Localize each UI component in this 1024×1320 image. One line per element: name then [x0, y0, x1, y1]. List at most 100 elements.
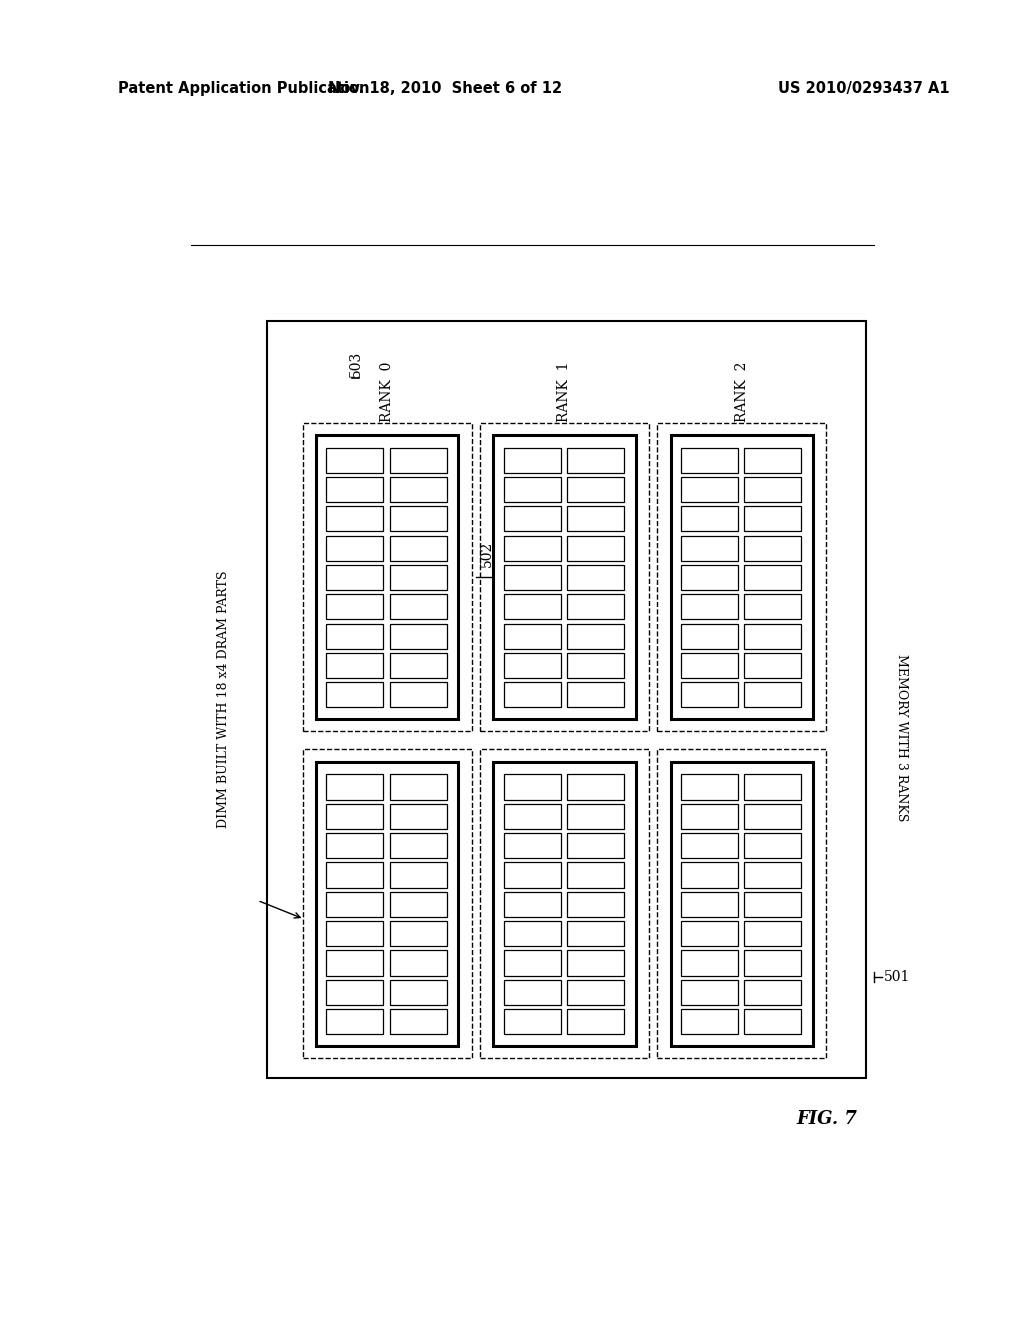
- Bar: [327, 1008, 383, 1034]
- Bar: [390, 833, 446, 858]
- Bar: [567, 536, 624, 561]
- Bar: [567, 594, 624, 619]
- Bar: [494, 436, 636, 719]
- Text: RANK  0: RANK 0: [380, 362, 394, 422]
- Bar: [390, 950, 446, 975]
- Bar: [744, 1008, 801, 1034]
- Bar: [390, 682, 446, 708]
- Bar: [744, 477, 801, 502]
- Bar: [744, 565, 801, 590]
- Bar: [567, 682, 624, 708]
- Text: 502: 502: [480, 540, 494, 566]
- Text: FIG. 7: FIG. 7: [796, 1110, 857, 1127]
- Bar: [681, 447, 738, 473]
- Bar: [327, 653, 383, 678]
- Bar: [390, 594, 446, 619]
- Bar: [327, 950, 383, 975]
- Bar: [681, 477, 738, 502]
- Bar: [327, 623, 383, 648]
- Bar: [681, 507, 738, 532]
- Bar: [567, 979, 624, 1005]
- Bar: [744, 682, 801, 708]
- Bar: [504, 979, 561, 1005]
- Bar: [567, 623, 624, 648]
- Bar: [327, 682, 383, 708]
- Bar: [390, 891, 446, 917]
- Text: MEMORY WITH 3 RANKS: MEMORY WITH 3 RANKS: [895, 653, 908, 821]
- Bar: [504, 477, 561, 502]
- Bar: [504, 594, 561, 619]
- Bar: [567, 507, 624, 532]
- Bar: [504, 565, 561, 590]
- Bar: [504, 1008, 561, 1034]
- Bar: [744, 979, 801, 1005]
- Bar: [744, 775, 801, 800]
- Bar: [327, 979, 383, 1005]
- Bar: [390, 507, 446, 532]
- Bar: [744, 536, 801, 561]
- Bar: [681, 775, 738, 800]
- Bar: [504, 623, 561, 648]
- Bar: [316, 436, 459, 719]
- Bar: [504, 682, 561, 708]
- Bar: [681, 921, 738, 946]
- Text: 501: 501: [884, 970, 910, 983]
- Bar: [567, 447, 624, 473]
- Bar: [390, 862, 446, 887]
- Text: RANK  2: RANK 2: [734, 362, 749, 422]
- Bar: [390, 804, 446, 829]
- Bar: [681, 653, 738, 678]
- Bar: [504, 891, 561, 917]
- Text: RANK  1: RANK 1: [557, 362, 571, 422]
- Bar: [681, 565, 738, 590]
- Bar: [390, 623, 446, 648]
- Text: US 2010/0293437 A1: US 2010/0293437 A1: [778, 81, 950, 96]
- Bar: [504, 653, 561, 678]
- Bar: [567, 565, 624, 590]
- Bar: [567, 921, 624, 946]
- Bar: [327, 507, 383, 532]
- Text: DIMM BUILT WITH 18 x4 DRAM PARTS: DIMM BUILT WITH 18 x4 DRAM PARTS: [217, 570, 229, 829]
- Bar: [327, 565, 383, 590]
- Bar: [744, 862, 801, 887]
- Bar: [390, 921, 446, 946]
- Bar: [504, 507, 561, 532]
- Bar: [327, 477, 383, 502]
- Bar: [504, 862, 561, 887]
- Bar: [567, 775, 624, 800]
- Bar: [567, 950, 624, 975]
- Bar: [681, 682, 738, 708]
- Bar: [327, 921, 383, 946]
- Bar: [671, 436, 813, 719]
- Bar: [681, 979, 738, 1005]
- Bar: [744, 833, 801, 858]
- Text: Nov. 18, 2010  Sheet 6 of 12: Nov. 18, 2010 Sheet 6 of 12: [329, 81, 562, 96]
- Bar: [390, 536, 446, 561]
- Bar: [390, 979, 446, 1005]
- Bar: [681, 862, 738, 887]
- Bar: [327, 594, 383, 619]
- Bar: [744, 804, 801, 829]
- Bar: [681, 1008, 738, 1034]
- Bar: [567, 804, 624, 829]
- Bar: [681, 536, 738, 561]
- Bar: [681, 833, 738, 858]
- Bar: [744, 921, 801, 946]
- Bar: [657, 750, 826, 1057]
- Bar: [567, 833, 624, 858]
- Bar: [390, 447, 446, 473]
- Bar: [681, 891, 738, 917]
- Bar: [504, 775, 561, 800]
- Bar: [480, 750, 649, 1057]
- Bar: [504, 536, 561, 561]
- Bar: [504, 833, 561, 858]
- Bar: [327, 862, 383, 887]
- Bar: [744, 623, 801, 648]
- Bar: [327, 447, 383, 473]
- Bar: [390, 1008, 446, 1034]
- Bar: [504, 950, 561, 975]
- Bar: [504, 447, 561, 473]
- Bar: [327, 891, 383, 917]
- Text: 503: 503: [348, 351, 362, 378]
- Bar: [303, 422, 472, 731]
